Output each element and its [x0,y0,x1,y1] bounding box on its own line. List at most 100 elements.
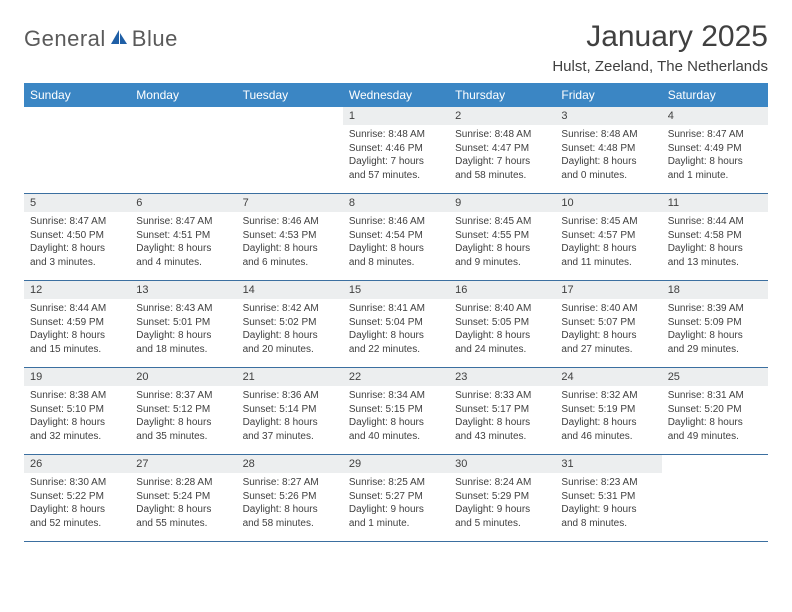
day-number: 8 [343,194,449,212]
weeks-container: 1Sunrise: 8:48 AMSunset: 4:46 PMDaylight… [24,107,768,542]
day-details: Sunrise: 8:38 AMSunset: 5:10 PMDaylight:… [24,386,130,449]
sail-icon [109,28,129,51]
day-details: Sunrise: 8:47 AMSunset: 4:51 PMDaylight:… [130,212,236,275]
sunset-text: Sunset: 5:20 PM [668,403,762,417]
day-number: 5 [24,194,130,212]
day-cell: 22Sunrise: 8:34 AMSunset: 5:15 PMDayligh… [343,368,449,454]
daylight-text: Daylight: 8 hours and 43 minutes. [455,416,549,443]
day-number: 10 [555,194,661,212]
sunrise-text: Sunrise: 8:27 AM [243,476,337,490]
sunrise-text: Sunrise: 8:43 AM [136,302,230,316]
daylight-text: Daylight: 8 hours and 52 minutes. [30,503,124,530]
weekday-label: Wednesday [343,83,449,107]
sunrise-text: Sunrise: 8:42 AM [243,302,337,316]
sunrise-text: Sunrise: 8:24 AM [455,476,549,490]
daylight-text: Daylight: 8 hours and 20 minutes. [243,329,337,356]
location-text: Hulst, Zeeland, The Netherlands [552,58,768,75]
day-cell: 13Sunrise: 8:43 AMSunset: 5:01 PMDayligh… [130,281,236,367]
sunset-text: Sunset: 4:49 PM [668,142,762,156]
day-number: 21 [237,368,343,386]
day-number: 22 [343,368,449,386]
day-details: Sunrise: 8:45 AMSunset: 4:55 PMDaylight:… [449,212,555,275]
sunset-text: Sunset: 5:01 PM [136,316,230,330]
day-cell: 21Sunrise: 8:36 AMSunset: 5:14 PMDayligh… [237,368,343,454]
sunrise-text: Sunrise: 8:45 AM [455,215,549,229]
day-cell: 25Sunrise: 8:31 AMSunset: 5:20 PMDayligh… [662,368,768,454]
sunrise-text: Sunrise: 8:28 AM [136,476,230,490]
sunrise-text: Sunrise: 8:47 AM [136,215,230,229]
day-cell: 1Sunrise: 8:48 AMSunset: 4:46 PMDaylight… [343,107,449,193]
day-cell: 27Sunrise: 8:28 AMSunset: 5:24 PMDayligh… [130,455,236,541]
day-number: 4 [662,107,768,125]
weekday-label: Monday [130,83,236,107]
sunset-text: Sunset: 4:50 PM [30,229,124,243]
sunset-text: Sunset: 5:19 PM [561,403,655,417]
day-cell: 4Sunrise: 8:47 AMSunset: 4:49 PMDaylight… [662,107,768,193]
sunrise-text: Sunrise: 8:34 AM [349,389,443,403]
sunset-text: Sunset: 4:57 PM [561,229,655,243]
day-details: Sunrise: 8:48 AMSunset: 4:47 PMDaylight:… [449,125,555,188]
sunset-text: Sunset: 4:48 PM [561,142,655,156]
daylight-text: Daylight: 8 hours and 40 minutes. [349,416,443,443]
sunrise-text: Sunrise: 8:40 AM [455,302,549,316]
sunset-text: Sunset: 5:17 PM [455,403,549,417]
day-number [24,107,130,125]
month-title: January 2025 [552,20,768,54]
sunrise-text: Sunrise: 8:46 AM [243,215,337,229]
day-details: Sunrise: 8:48 AMSunset: 4:48 PMDaylight:… [555,125,661,188]
day-cell: 11Sunrise: 8:44 AMSunset: 4:58 PMDayligh… [662,194,768,280]
brand-name-left: General [24,26,106,52]
day-number: 25 [662,368,768,386]
day-number: 12 [24,281,130,299]
day-details: Sunrise: 8:44 AMSunset: 4:58 PMDaylight:… [662,212,768,275]
daylight-text: Daylight: 8 hours and 11 minutes. [561,242,655,269]
day-number: 11 [662,194,768,212]
day-number: 24 [555,368,661,386]
sunrise-text: Sunrise: 8:32 AM [561,389,655,403]
daylight-text: Daylight: 8 hours and 4 minutes. [136,242,230,269]
day-number: 26 [24,455,130,473]
daylight-text: Daylight: 8 hours and 27 minutes. [561,329,655,356]
day-cell: 28Sunrise: 8:27 AMSunset: 5:26 PMDayligh… [237,455,343,541]
day-number: 3 [555,107,661,125]
calendar: Sunday Monday Tuesday Wednesday Thursday… [24,83,768,542]
day-number: 29 [343,455,449,473]
day-number: 27 [130,455,236,473]
week-row: 12Sunrise: 8:44 AMSunset: 4:59 PMDayligh… [24,281,768,368]
day-details: Sunrise: 8:42 AMSunset: 5:02 PMDaylight:… [237,299,343,362]
day-details: Sunrise: 8:40 AMSunset: 5:05 PMDaylight:… [449,299,555,362]
day-number [130,107,236,125]
day-cell [24,107,130,193]
day-cell: 5Sunrise: 8:47 AMSunset: 4:50 PMDaylight… [24,194,130,280]
day-number [662,455,768,473]
day-number: 2 [449,107,555,125]
day-number: 7 [237,194,343,212]
day-details: Sunrise: 8:27 AMSunset: 5:26 PMDaylight:… [237,473,343,536]
daylight-text: Daylight: 9 hours and 5 minutes. [455,503,549,530]
sunrise-text: Sunrise: 8:44 AM [668,215,762,229]
daylight-text: Daylight: 8 hours and 9 minutes. [455,242,549,269]
sunset-text: Sunset: 5:07 PM [561,316,655,330]
daylight-text: Daylight: 8 hours and 49 minutes. [668,416,762,443]
day-cell [130,107,236,193]
day-cell: 3Sunrise: 8:48 AMSunset: 4:48 PMDaylight… [555,107,661,193]
day-number: 15 [343,281,449,299]
daylight-text: Daylight: 8 hours and 15 minutes. [30,329,124,356]
sunrise-text: Sunrise: 8:41 AM [349,302,443,316]
day-details: Sunrise: 8:32 AMSunset: 5:19 PMDaylight:… [555,386,661,449]
sunrise-text: Sunrise: 8:38 AM [30,389,124,403]
daylight-text: Daylight: 8 hours and 1 minute. [668,155,762,182]
day-details: Sunrise: 8:39 AMSunset: 5:09 PMDaylight:… [662,299,768,362]
sunrise-text: Sunrise: 8:48 AM [455,128,549,142]
daylight-text: Daylight: 8 hours and 35 minutes. [136,416,230,443]
day-number: 9 [449,194,555,212]
day-details: Sunrise: 8:37 AMSunset: 5:12 PMDaylight:… [130,386,236,449]
day-cell: 24Sunrise: 8:32 AMSunset: 5:19 PMDayligh… [555,368,661,454]
day-cell: 9Sunrise: 8:45 AMSunset: 4:55 PMDaylight… [449,194,555,280]
day-details: Sunrise: 8:47 AMSunset: 4:49 PMDaylight:… [662,125,768,188]
sunrise-text: Sunrise: 8:40 AM [561,302,655,316]
daylight-text: Daylight: 8 hours and 18 minutes. [136,329,230,356]
day-number: 16 [449,281,555,299]
day-details: Sunrise: 8:28 AMSunset: 5:24 PMDaylight:… [130,473,236,536]
day-number: 14 [237,281,343,299]
